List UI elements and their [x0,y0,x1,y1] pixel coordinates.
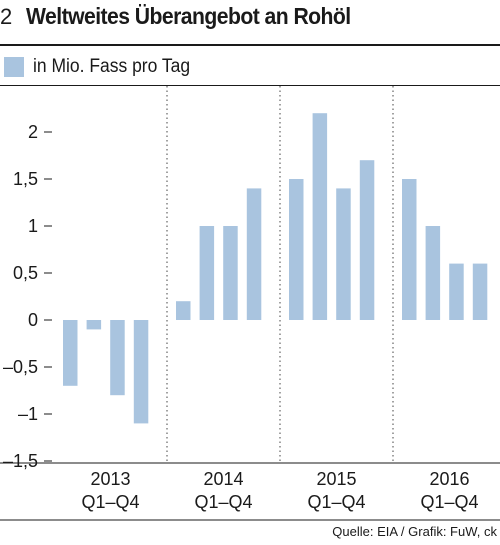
bar-2013-q1 [63,320,78,386]
y-tick-label: 0,5 [13,263,38,283]
bar-2016-q3 [449,263,464,320]
x-year-label: 2016 [429,469,469,489]
chart-title: Weltweites Überangebot an Rohöl [26,3,351,29]
y-tick-label: 0 [28,310,38,330]
bar-2013-q4 [133,320,149,424]
x-axis-labels: 2013 Q1–Q4 2014 Q1–Q4 2015 Q1–Q4 2016 Q1–Q4 [81,469,478,512]
bar-2015-q3 [336,188,351,320]
x-quarter-label: Q1–Q4 [194,492,252,512]
legend-label: in Mio. Fass pro Tag [33,56,191,77]
x-year-label: 2015 [316,469,356,489]
bar-2014-q3 [223,226,238,320]
bar-2015-q2 [312,113,328,320]
legend-rule [0,85,500,86]
x-quarter-label: Q1–Q4 [420,492,478,512]
bar-2016-q2 [425,226,441,320]
legend-swatch [4,57,24,77]
bar-2016-q4 [472,263,488,320]
y-tick-label: 1 [28,216,38,236]
y-tick-label: 2 [28,122,38,142]
bar-2015-q4 [359,160,375,320]
y-tick-label: –0,5 [3,357,38,377]
bars [63,113,488,424]
x-quarter-label: Q1–Q4 [81,492,139,512]
bar-2013-q3 [110,320,125,396]
y-axis-ticks: 2 1,5 1 0,5 0 –0,5 –1 –1,5 [3,122,52,471]
y-tick-label: 1,5 [13,169,38,189]
bar-2014-q4 [246,188,262,320]
y-tick-label: –1 [18,404,38,424]
chart-number: 2 [0,4,13,29]
source-credit: Quelle: EIA / Grafik: FuW, ck [332,524,497,539]
x-year-label: 2014 [203,469,243,489]
bar-2014-q2 [199,226,215,320]
bar-2014-q1 [176,301,191,320]
y-tick-label: –1,5 [3,451,38,471]
bar-2016-q1 [402,179,417,320]
title-rule [0,44,500,46]
legend: in Mio. Fass pro Tag [4,56,204,78]
bar-2013-q2 [86,320,102,330]
x-year-label: 2013 [90,469,130,489]
bar-2015-q1 [289,179,304,320]
x-quarter-label: Q1–Q4 [307,492,365,512]
